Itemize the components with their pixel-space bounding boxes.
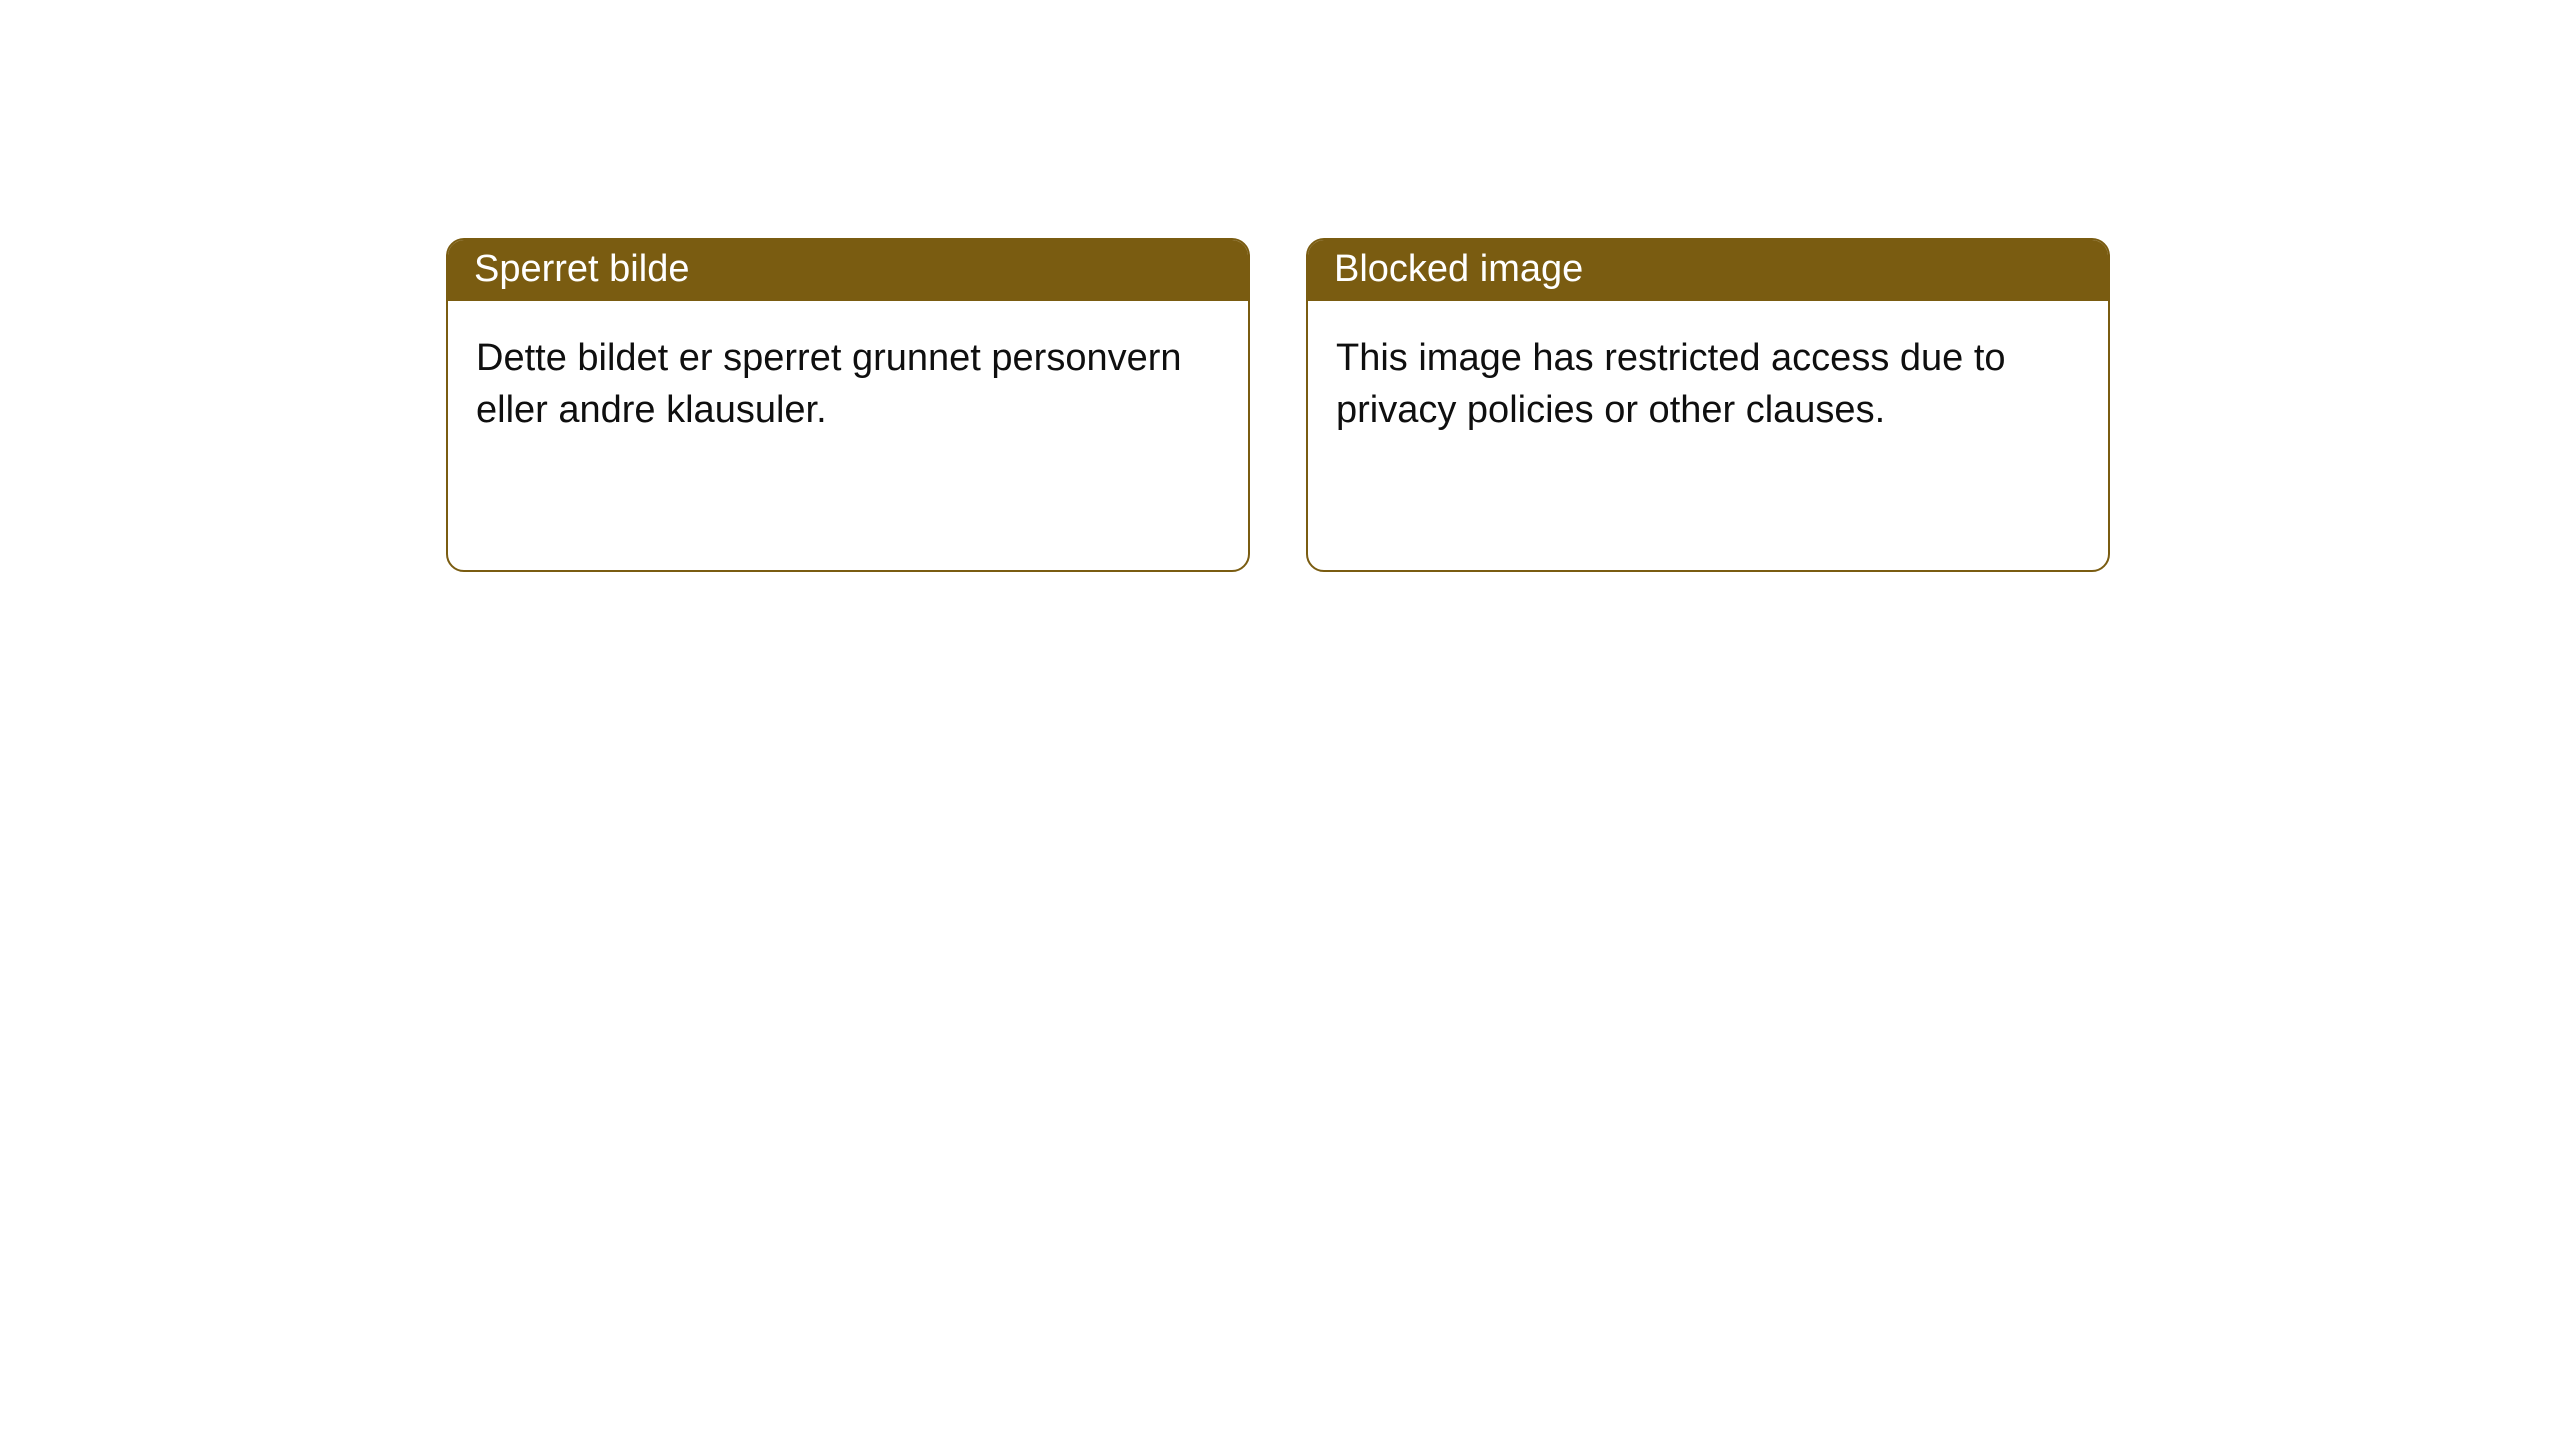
card-header: Sperret bilde xyxy=(448,240,1248,301)
notice-cards-container: Sperret bilde Dette bildet er sperret gr… xyxy=(0,0,2560,572)
card-header: Blocked image xyxy=(1308,240,2108,301)
blocked-image-card-no: Sperret bilde Dette bildet er sperret gr… xyxy=(446,238,1250,572)
blocked-image-card-en: Blocked image This image has restricted … xyxy=(1306,238,2110,572)
card-body: This image has restricted access due to … xyxy=(1308,301,2108,468)
card-body: Dette bildet er sperret grunnet personve… xyxy=(448,301,1248,468)
